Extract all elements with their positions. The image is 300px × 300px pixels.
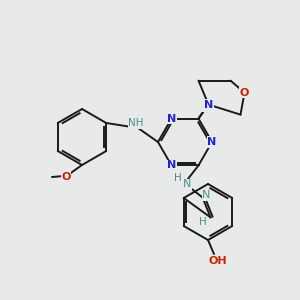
Text: N: N [202,102,211,112]
Text: O: O [240,88,249,98]
Text: H: H [199,218,206,227]
Text: N: N [183,179,192,189]
Text: H: H [174,173,182,183]
Text: N: N [167,160,176,170]
Text: OH: OH [209,256,227,266]
Text: NH: NH [128,118,144,128]
Text: N: N [204,100,213,110]
Text: N: N [207,137,217,147]
Text: N: N [167,114,176,124]
Text: O: O [61,172,71,182]
Text: N: N [202,190,211,200]
